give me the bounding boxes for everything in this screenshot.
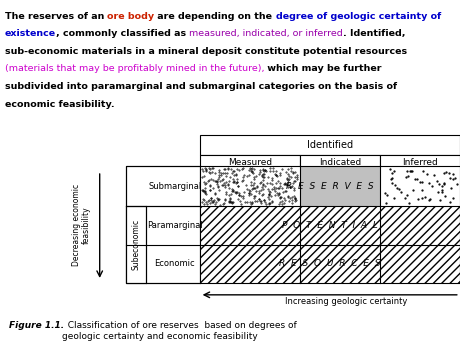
- Bar: [300, 155, 380, 170]
- Text: R  E  S  O  U  R  C  E  S: R E S O U R C E S: [279, 260, 381, 268]
- Text: , commonly classified as: , commonly classified as: [56, 29, 189, 38]
- Bar: [380, 155, 460, 170]
- Text: Economic: Economic: [155, 260, 195, 268]
- Text: Paramarginal: Paramarginal: [147, 221, 202, 230]
- Bar: [200, 155, 300, 170]
- Text: P  O  T  E  N  T  I  A  L: P O T E N T I A L: [282, 221, 378, 230]
- Bar: [127, 166, 200, 283]
- Bar: [200, 166, 300, 206]
- Text: Increasing geologic certainty: Increasing geologic certainty: [285, 297, 408, 306]
- Text: Identified: Identified: [307, 140, 353, 150]
- Text: . Identified,: . Identified,: [343, 29, 405, 38]
- Bar: [127, 166, 460, 283]
- Bar: [380, 166, 460, 206]
- Text: are depending on the: are depending on the: [155, 11, 276, 21]
- Text: R  E  S  E  R  V  E  S: R E S E R V E S: [286, 182, 374, 191]
- Text: sub-economic materials in a mineral deposit constitute potential resources: sub-economic materials in a mineral depo…: [5, 47, 407, 56]
- Bar: [300, 166, 380, 206]
- Text: measured, indicated, or inferred: measured, indicated, or inferred: [189, 29, 343, 38]
- Text: The reserves of an: The reserves of an: [5, 11, 108, 21]
- Text: subdivided into paramarginal and submarginal categories on the basis of: subdivided into paramarginal and submarg…: [5, 82, 397, 91]
- Text: degree of geologic certainty of: degree of geologic certainty of: [276, 11, 441, 21]
- Text: existence: existence: [5, 29, 56, 38]
- Bar: [127, 206, 146, 283]
- Text: Subeconomic: Subeconomic: [132, 219, 141, 270]
- Text: Figure 1.1.: Figure 1.1.: [9, 321, 64, 330]
- Text: which may be further: which may be further: [264, 64, 382, 73]
- Text: economic feasibility.: economic feasibility.: [5, 99, 114, 109]
- Text: Inferred: Inferred: [402, 158, 438, 167]
- Bar: [200, 135, 460, 155]
- Bar: [200, 206, 460, 245]
- Text: ore body: ore body: [108, 11, 155, 21]
- Text: Classification of ore reserves  based on degrees of
geologic certainty and econo: Classification of ore reserves based on …: [62, 321, 297, 341]
- Text: Indicated: Indicated: [319, 158, 361, 167]
- Text: Measured: Measured: [228, 158, 272, 167]
- Text: (materials that may be profitably mined in the future),: (materials that may be profitably mined …: [5, 64, 264, 73]
- Bar: [200, 245, 460, 283]
- Text: Decreasing economic
feasibility: Decreasing economic feasibility: [72, 184, 91, 266]
- Text: Submarginal: Submarginal: [148, 182, 201, 191]
